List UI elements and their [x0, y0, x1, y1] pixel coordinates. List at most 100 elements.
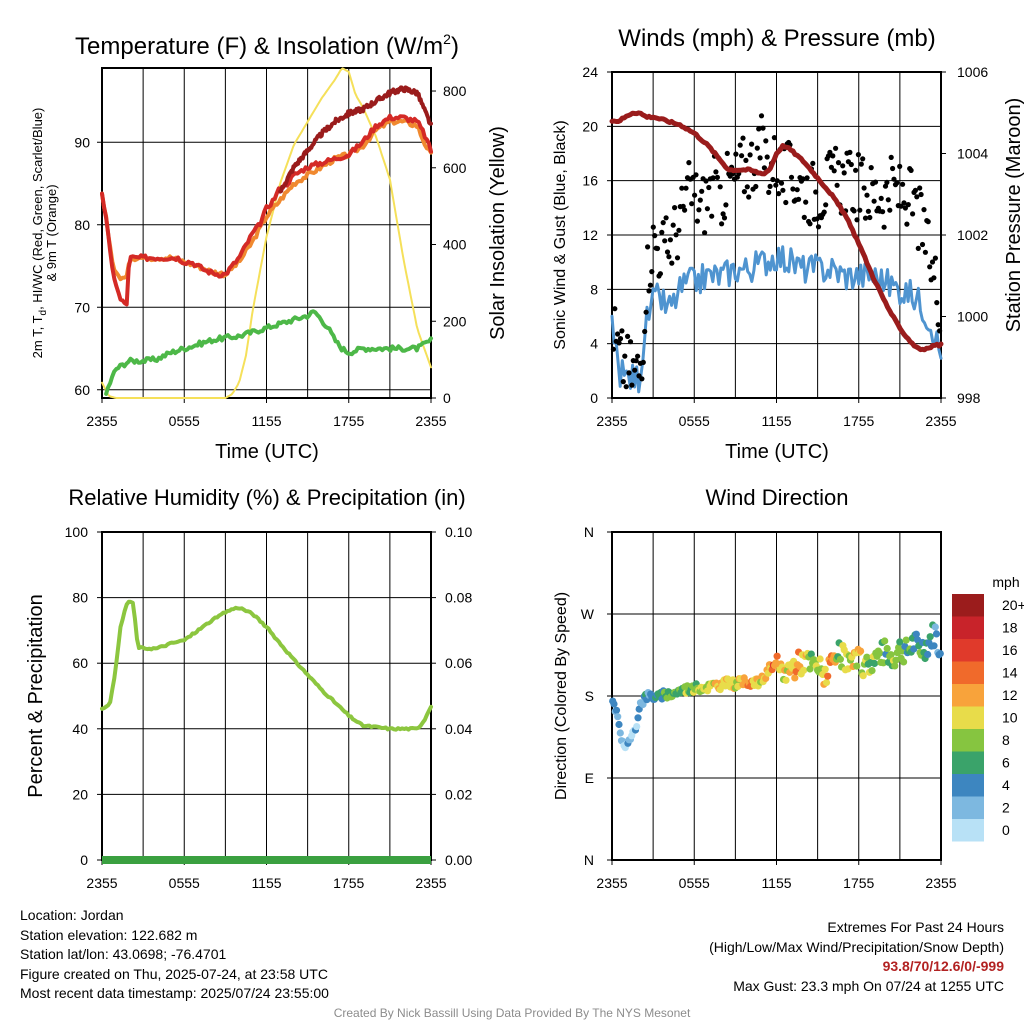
series-line-2m-t — [100, 113, 433, 307]
gust-point — [741, 189, 748, 195]
gust-point — [908, 167, 914, 173]
y2-tick-label: 1004 — [957, 146, 988, 162]
y2-tick-label: 1006 — [957, 64, 988, 80]
direction-point — [821, 665, 829, 673]
direction-point — [816, 655, 824, 663]
y-tick-label: 0 — [590, 390, 598, 406]
gust-point — [847, 149, 853, 155]
direction-point — [930, 642, 938, 650]
gust-point — [855, 152, 862, 158]
gust-point — [881, 224, 887, 230]
gust-point — [804, 175, 810, 181]
gust-point — [717, 184, 723, 190]
gust-point — [815, 224, 822, 230]
legend-label: 12 — [1002, 687, 1018, 703]
station-info: Location: Jordan Station elevation: 122.… — [20, 906, 329, 1004]
y-label-part: 2m T, T — [30, 315, 45, 358]
gust-point — [868, 165, 874, 171]
y2-tick-label: 1002 — [957, 227, 988, 243]
gust-point — [721, 215, 728, 221]
gust-point — [767, 183, 773, 189]
x-tick-label: 1755 — [333, 875, 364, 891]
y2-tick-label: 600 — [443, 160, 467, 176]
temperature-panel: 2355 0555 1155 1755 2355 60 70 80 90 0 200 400 600 80… — [30, 31, 509, 463]
direction-point — [870, 659, 879, 668]
y-tick-label: N — [584, 852, 594, 868]
gust-point — [894, 180, 900, 186]
gust-point — [897, 163, 903, 169]
title-end: ) — [451, 33, 459, 60]
x-tick-label: 2355 — [925, 875, 956, 891]
y-tick-label: 12 — [582, 227, 598, 243]
gust-point — [686, 160, 692, 166]
gust-point — [749, 141, 755, 147]
legend-label: 6 — [1002, 755, 1010, 771]
gust-point — [778, 180, 785, 186]
pressure-line — [609, 110, 944, 353]
direction-point — [612, 706, 621, 714]
gust-point — [753, 183, 759, 190]
gust-point — [706, 184, 712, 191]
direction-point — [615, 720, 623, 729]
gust-point — [934, 300, 940, 306]
gust-point — [664, 249, 671, 255]
x-tick-label: 0555 — [679, 875, 710, 891]
direction-point — [932, 630, 941, 638]
x-tick-label: 2355 — [86, 875, 117, 891]
gust-point — [828, 164, 835, 170]
direction-point — [773, 652, 781, 660]
gust-point — [915, 245, 921, 251]
gust-point — [743, 157, 749, 163]
direction-point — [791, 674, 799, 682]
gust-point — [925, 219, 931, 225]
gust-point — [615, 331, 621, 337]
gust-point — [657, 271, 664, 277]
gust-point — [666, 254, 672, 260]
gust-point — [861, 185, 867, 191]
gust-point — [823, 202, 829, 208]
gust-point — [783, 199, 789, 206]
gust-point — [642, 328, 648, 335]
x-tick-label: 1155 — [761, 413, 791, 429]
legend-label: 14 — [1002, 665, 1018, 681]
y-axis-label: Percent & Precipitation — [25, 594, 47, 797]
extremes-subtitle: (High/Low/Max Wind/Precipitation/Snow De… — [709, 938, 1004, 955]
direction-point — [926, 633, 934, 641]
legend-label: 4 — [1002, 777, 1010, 793]
gust-point — [679, 185, 685, 191]
gust-point — [672, 205, 678, 211]
y-tick-label: 0 — [80, 852, 88, 868]
credit-text: Created By Nick Bassill Using Data Provi… — [333, 1006, 691, 1020]
gust-point — [709, 213, 715, 219]
x-tick-label: 2355 — [596, 413, 627, 429]
y-tick-label: E — [585, 770, 594, 786]
gust-point — [788, 174, 795, 180]
gust-point — [633, 358, 639, 364]
y-tick-label: S — [585, 688, 594, 704]
x-tick-label: 2355 — [925, 413, 956, 429]
y-label-subscript: d — [38, 310, 49, 316]
gust-point — [790, 186, 796, 192]
gust-point — [647, 282, 654, 288]
gust-point — [905, 202, 911, 208]
gust-point — [917, 185, 923, 191]
legend-title: mph — [992, 574, 1019, 590]
gust-point — [744, 184, 750, 190]
chart-title: Temperature (F) & Insolation (W/m2) — [75, 31, 459, 60]
y-tick-label: 80 — [72, 590, 88, 606]
direction-point — [610, 700, 618, 708]
direction-point — [863, 653, 871, 661]
direction-point — [853, 662, 861, 670]
gust-point — [760, 125, 766, 131]
x-tick-label: 0555 — [169, 875, 200, 891]
direction-point — [936, 650, 944, 658]
gust-point — [771, 135, 778, 141]
legend-label: 18 — [1002, 620, 1018, 636]
gust-point — [827, 149, 833, 155]
y2-axis-label: Solar Insolation (Yellow) — [487, 126, 509, 340]
gust-point — [871, 198, 877, 204]
gust-point — [764, 154, 770, 160]
x-axis-label: Time (UTC) — [725, 441, 829, 463]
x-tick-label: 1155 — [251, 875, 281, 891]
direction-point — [614, 713, 622, 721]
